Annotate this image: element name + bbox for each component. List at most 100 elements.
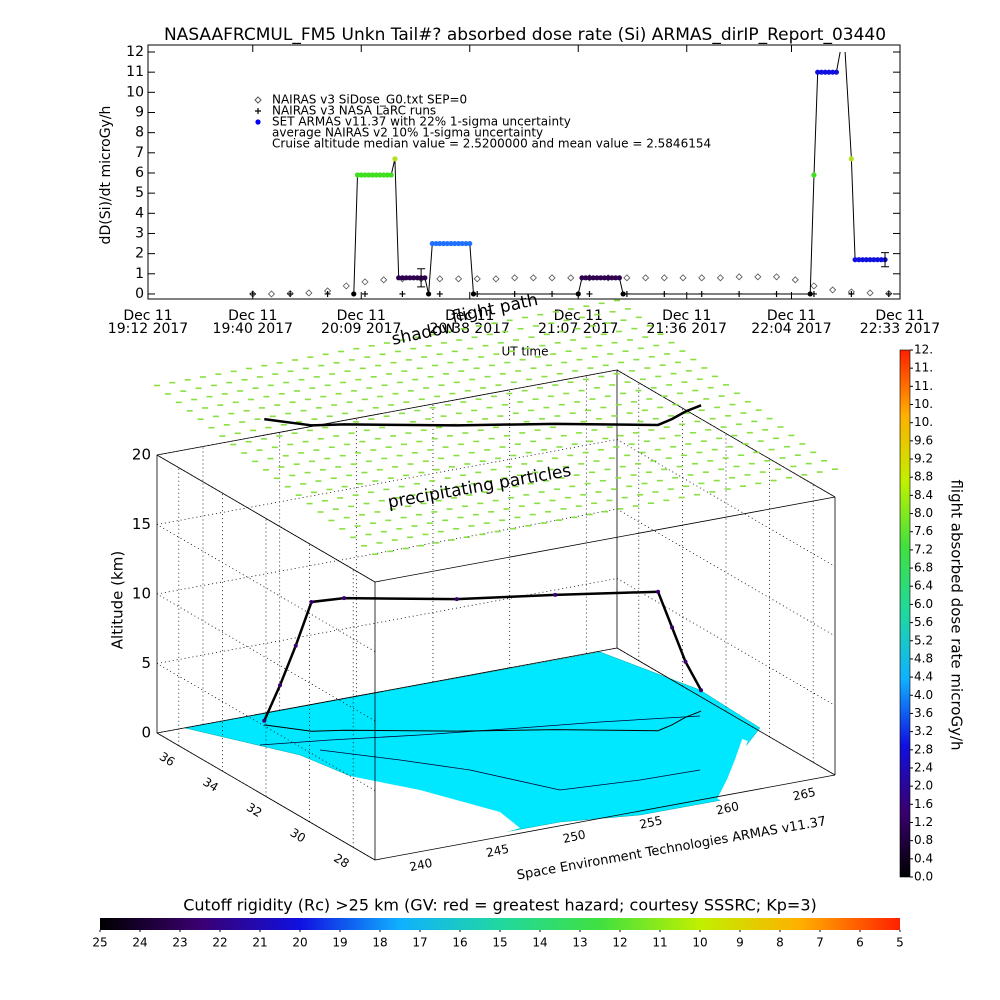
data-point <box>455 240 462 247</box>
data-point <box>735 273 743 281</box>
data-point <box>579 275 585 281</box>
y-tick-label: 1 <box>135 266 144 282</box>
colorbar-tick-label: 2.0 <box>914 779 933 793</box>
lon-tick-label: 255 <box>638 813 663 831</box>
y-tick-label: 10 <box>126 84 144 100</box>
data-point <box>392 156 398 162</box>
colorbar-tick-label: 2.8 <box>914 742 933 756</box>
colorbar-tick-label: 6.0 <box>914 597 933 611</box>
z-tick-label: 5 <box>141 654 151 672</box>
data-point <box>399 290 406 297</box>
x-tick-label: Dec 11 <box>767 308 816 324</box>
box-edge <box>156 647 618 734</box>
data-point <box>679 274 687 282</box>
data-point <box>811 172 817 178</box>
y-tick-label: 3 <box>135 225 144 241</box>
colorbar-tick-label: 1.6 <box>914 797 933 811</box>
colorbar-tick-label: 0.4 <box>914 851 933 865</box>
colorbar-tick-label: 4.8 <box>914 651 933 665</box>
colorbar-tick-label: 15 <box>492 936 507 950</box>
data-point <box>361 290 368 297</box>
data-point <box>605 275 611 281</box>
legend-label: NAIRAS v3 NASA LaRC runs <box>272 104 436 118</box>
colorbar-tick-label: 6.8 <box>914 561 933 575</box>
data-point <box>467 240 473 247</box>
data-point <box>384 172 391 178</box>
data-point <box>433 240 439 247</box>
data-point <box>492 275 500 283</box>
lon-tick-label: 245 <box>485 842 510 860</box>
data-point <box>529 274 537 282</box>
map-border <box>259 715 701 746</box>
map-sea <box>330 772 520 834</box>
z-tick-label: 10 <box>132 585 151 603</box>
x-tick-label: 19:12 2017 <box>108 321 188 337</box>
box-edge <box>616 369 836 498</box>
data-point <box>601 275 608 281</box>
data-point <box>859 257 866 263</box>
track-point <box>454 597 459 602</box>
data-point <box>818 69 825 75</box>
data-point <box>642 274 650 282</box>
x-tick-label: Dec 11 <box>337 308 386 324</box>
plot-frame <box>147 44 901 300</box>
y-tick-label: 9 <box>135 104 144 120</box>
box-edge <box>156 369 618 456</box>
y-tick-label: 8 <box>135 125 144 141</box>
data-point <box>444 240 450 247</box>
colorbar-title: Cutoff rigidity (Rc) >25 km (GV: red = g… <box>183 896 817 915</box>
colorbar-tick-label: 3.2 <box>914 724 933 738</box>
data-point <box>324 290 331 297</box>
data-point <box>826 69 832 75</box>
track-point <box>683 659 688 664</box>
data-point <box>373 172 379 178</box>
data-point <box>807 291 813 297</box>
track-point <box>699 688 704 693</box>
data-point <box>613 275 619 281</box>
colorbar-tick-label: 4.0 <box>914 688 933 702</box>
colorbar-tick-label: 6.4 <box>914 579 933 593</box>
y-tick-label: 5 <box>135 185 144 201</box>
data-point <box>567 274 575 282</box>
track-point <box>309 599 314 604</box>
data-point <box>377 172 383 178</box>
data-point <box>885 290 892 297</box>
legend-symbol <box>255 119 261 125</box>
colorbar-tick-label: 3.6 <box>914 706 933 720</box>
data-point <box>362 172 368 178</box>
data-point <box>463 240 469 247</box>
colorbar-tick-label: 7 <box>816 936 824 950</box>
data-point <box>829 286 837 294</box>
data-point <box>848 156 854 162</box>
data-point <box>815 69 821 75</box>
data-point <box>354 172 361 178</box>
colorbar-tick-label: 19 <box>332 936 347 950</box>
lat-tick-label: 34 <box>200 775 220 795</box>
error-bar <box>417 268 426 288</box>
data-point <box>399 275 406 281</box>
lon-tick-label: 250 <box>562 827 587 845</box>
chart-title: NASAAFRCMUL_FM5 Unkn Tail#? absorbed dos… <box>164 25 886 45</box>
data-point <box>848 290 855 297</box>
y-tick-label: 7 <box>135 145 144 161</box>
data-point <box>594 275 600 281</box>
data-point <box>381 172 387 178</box>
data-point <box>369 172 376 178</box>
data-point <box>388 172 394 178</box>
colorbar-tick-label: 9.2 <box>914 452 933 466</box>
colorbar-tick-label: 9 <box>736 936 744 950</box>
data-point <box>586 290 593 297</box>
colorbar-tick-label: 9.6 <box>914 433 933 447</box>
data-point <box>791 276 799 284</box>
map-border <box>319 749 701 791</box>
data-point <box>871 257 877 263</box>
data-point <box>358 172 364 178</box>
colorbar-tick-label: 24 <box>132 936 147 950</box>
data-point <box>609 275 615 281</box>
colorbar-tick-label: 5.6 <box>914 615 933 629</box>
z-tick-label: 15 <box>132 515 151 533</box>
colorbar-tick-label: 18 <box>372 936 387 950</box>
data-point <box>414 275 420 281</box>
